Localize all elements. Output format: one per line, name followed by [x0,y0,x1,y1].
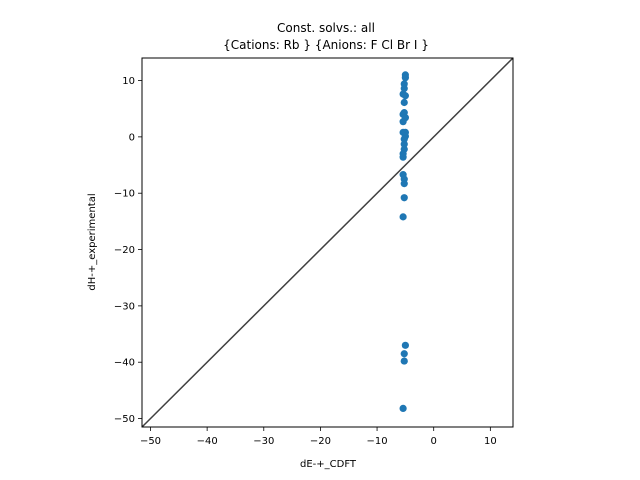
data-point [401,341,409,349]
y-tick-label: 0 [129,132,135,143]
data-point [400,180,408,188]
y-tick-label: −40 [114,358,135,369]
y-axis-label: dH-+_experimental [87,193,98,290]
data-point [400,140,408,148]
identity-line [141,57,514,428]
plot-area [141,57,514,428]
x-tick-label: −40 [197,436,218,447]
data-point [399,404,407,413]
data-point [399,213,407,221]
data-point [401,74,409,82]
x-tick-label: −20 [310,436,331,447]
y-tick-label: 10 [122,76,135,87]
y-axis: −50 −40 −30 −20 −10 0 10 [114,76,142,425]
y-tick-label: −10 [114,189,135,200]
y-tick-label: −50 [114,414,135,425]
x-tick-label: −10 [367,436,388,447]
data-point [400,350,408,358]
y-tick-label: −20 [114,245,135,256]
data-point [401,92,409,100]
x-tick-label: 10 [484,436,497,447]
chart-title-line2: {Cations: Rb } {Anions: F Cl Br I } [223,38,429,52]
data-point [400,194,408,202]
y-tick-label: −30 [114,301,135,312]
x-axis: −50 −40 −30 −20 −10 0 10 [140,427,497,447]
x-tick-label: −50 [140,436,161,447]
chart-title-line1: Const. solvs.: all [277,21,375,35]
x-tick-label: −30 [253,436,274,447]
data-point [400,84,408,93]
x-axis-label: dE-+_CDFT [300,459,357,470]
data-point [400,357,408,365]
data-point [400,135,408,143]
x-tick-label: 0 [431,436,437,447]
data-point [399,118,407,126]
data-point [399,153,407,161]
data-point [400,98,408,107]
plot-frame [141,57,514,428]
